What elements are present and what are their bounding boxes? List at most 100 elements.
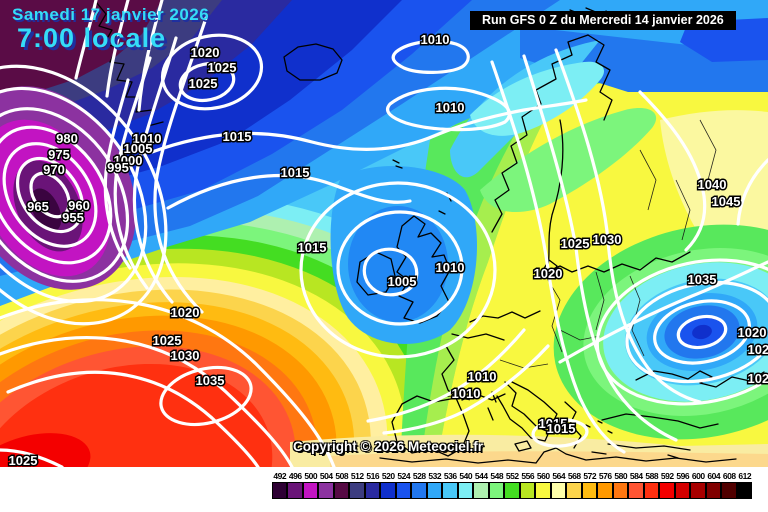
scale-color-cell [597, 482, 613, 499]
scale-color-cell [581, 482, 597, 499]
scale-value-label: 584 [629, 471, 643, 481]
scale-step: 604 [705, 470, 722, 499]
scale-color-cell [426, 482, 442, 499]
scale-step: 576 [597, 470, 614, 499]
scale-color-cell [333, 482, 349, 499]
scale-color-cell [442, 482, 458, 499]
scale-value-label: 504 [319, 471, 333, 481]
pressure-label: 1025 [748, 371, 768, 386]
pressure-label: 1000 [114, 153, 143, 168]
scale-color-cell [721, 482, 737, 499]
scale-step: 548 [488, 470, 505, 499]
scale-color-cell [457, 482, 473, 499]
pressure-label: 970 [43, 162, 65, 177]
scale-color-cell [674, 482, 690, 499]
scale-value-label: 536 [443, 471, 457, 481]
scale-step: 520 [380, 470, 397, 499]
forecast-date: Samedi 17 janvier 2026 [12, 5, 210, 24]
pressure-label: 1045 [712, 194, 741, 209]
scale-color-cell [302, 482, 318, 499]
pressure-label: 955 [62, 210, 84, 225]
scale-step: 588 [643, 470, 660, 499]
scale-color-cell [690, 482, 706, 499]
scale-step: 556 [519, 470, 536, 499]
scale-color-cell [535, 482, 551, 499]
pressure-label: 1020 [534, 266, 563, 281]
scale-color-cell [287, 482, 303, 499]
scale-value-label: 544 [474, 471, 488, 481]
scale-step: 580 [612, 470, 629, 499]
weather-map: 1020 1025 1025 1015 1015 980 975 970 965 960 955 10… [0, 0, 768, 467]
scale-step: 508 [333, 470, 350, 499]
scale-value-label: 572 [583, 471, 597, 481]
scale-step: 552 [504, 470, 521, 499]
pressure-label: 1010 [436, 100, 465, 115]
pressure-label: 1030 [593, 232, 622, 247]
scale-color-cell [504, 482, 520, 499]
pressure-label: 1015 [223, 129, 252, 144]
scale-color-cell [411, 482, 427, 499]
pressure-label: 1010 [133, 131, 162, 146]
scale-value-label: 516 [366, 471, 380, 481]
pressure-label: 1020 [738, 325, 767, 340]
scale-color-cell [519, 482, 535, 499]
scale-step: 596 [674, 470, 691, 499]
scale-step: 564 [550, 470, 567, 499]
scale-color-cell [659, 482, 675, 499]
scale-step: 572 [581, 470, 598, 499]
scale-step: 512 [349, 470, 366, 499]
scale-value-label: 592 [660, 471, 674, 481]
scale-value-label: 500 [304, 471, 318, 481]
scale-color-cell [705, 482, 721, 499]
scale-step: 516 [364, 470, 381, 499]
scale-step: 532 [426, 470, 443, 499]
pressure-label: 1020 [748, 342, 768, 357]
pressure-label: 1010 [452, 386, 481, 401]
scale-color-cell [643, 482, 659, 499]
scale-value-label: 568 [567, 471, 581, 481]
scale-value-label: 576 [598, 471, 612, 481]
scale-color-cell [271, 482, 287, 499]
scale-value-label: 532 [428, 471, 442, 481]
scale-value-label: 600 [691, 471, 705, 481]
coastlines [95, 1, 765, 464]
pressure-label: 1040 [698, 177, 727, 192]
pressure-label: 1030 [171, 348, 200, 363]
pressure-label: 1025 [208, 60, 237, 75]
copyright-notice: Copyright © 2026 Meteociel.fr [293, 439, 483, 454]
pressure-label: 1025 [153, 333, 182, 348]
scale-step: 540 [457, 470, 474, 499]
scale-step: 612 [736, 470, 753, 499]
scale-color-cell [566, 482, 582, 499]
scale-value-label: 520 [381, 471, 395, 481]
scale-color-cell [349, 482, 365, 499]
color-scale: 492 496 500 504 508 512 516 520 524 528 532 536 540 5… [271, 470, 753, 499]
scale-color-cell [612, 482, 628, 499]
pressure-label: 1035 [196, 373, 225, 388]
scale-color-cell [364, 482, 380, 499]
scale-step: 528 [411, 470, 428, 499]
scale-step: 524 [395, 470, 412, 499]
pressure-label: 1010 [468, 369, 497, 384]
pressure-label: 1025 [9, 453, 38, 467]
scale-value-label: 548 [490, 471, 504, 481]
scale-color-cell [318, 482, 334, 499]
pressure-label: 1015 [547, 421, 576, 436]
pressure-label: 1020 [171, 305, 200, 320]
pressure-label: 965 [27, 199, 49, 214]
pressure-label: 1015 [298, 240, 327, 255]
scale-color-cell [628, 482, 644, 499]
pressure-label: 1005 [388, 274, 417, 289]
scale-step: 500 [302, 470, 319, 499]
scale-step: 608 [721, 470, 738, 499]
scale-step: 592 [659, 470, 676, 499]
pressure-label: 995 [107, 160, 129, 175]
pressure-label: 960 [68, 198, 90, 213]
scale-value-label: 528 [412, 471, 426, 481]
model-run-info: Run GFS 0 Z du Mercredi 14 janvier 2026 [470, 11, 736, 30]
pressure-label: 1005 [124, 141, 153, 156]
pressure-label: 1010 [436, 260, 465, 275]
